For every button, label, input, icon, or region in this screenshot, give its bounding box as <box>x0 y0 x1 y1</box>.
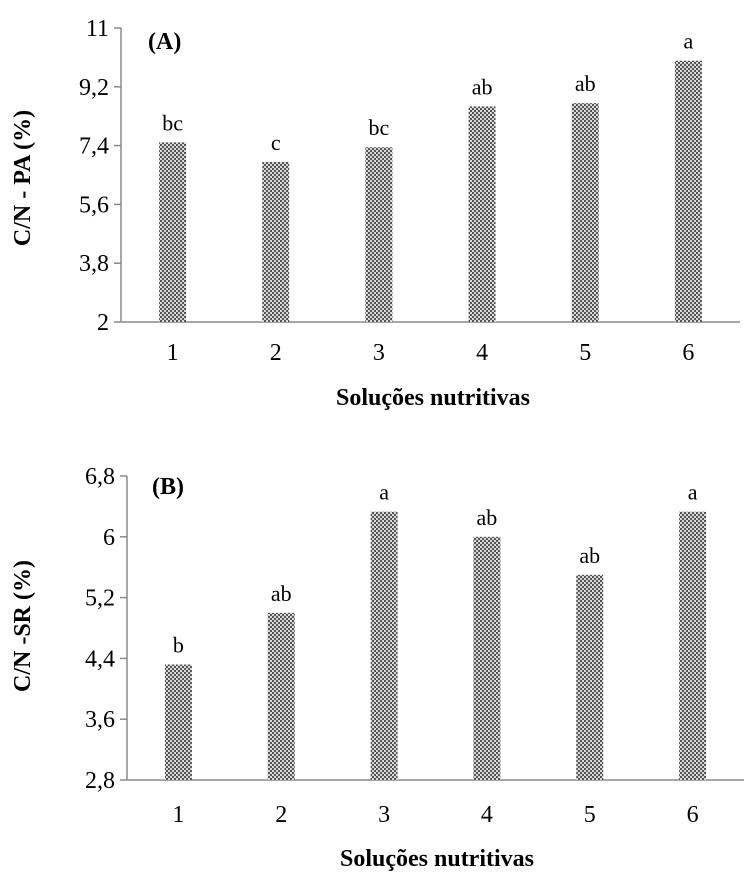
bar <box>262 161 290 322</box>
y-tick-label: 11 <box>86 16 109 42</box>
x-tick-label: 6 <box>687 802 699 828</box>
x-ticks-a: 1 2 3 4 5 6 <box>167 340 695 366</box>
y-axis-title-a: C/N - PA (%) <box>10 110 36 246</box>
bars-b <box>164 511 707 780</box>
y-tick-label: 7,4 <box>79 134 109 160</box>
bar-significance-label: ab <box>472 74 493 99</box>
y-tick-label: 6 <box>103 525 115 551</box>
y-tick-label: 3,8 <box>79 251 109 277</box>
axes-a <box>120 28 740 323</box>
y-tick-label: 2 <box>97 310 109 336</box>
bar <box>159 142 187 322</box>
x-tick-label: 1 <box>167 340 179 366</box>
panel-label-a: (A) <box>148 29 181 55</box>
y-ticks-a: 2 3,8 5,6 7,4 9,2 11 <box>79 16 121 336</box>
y-ticks-b: 2,8 3,6 4,4 5,2 6 6,8 <box>85 464 127 794</box>
x-tick-label: 1 <box>172 802 184 828</box>
y-tick-label: 5,2 <box>85 586 115 612</box>
bar <box>473 536 501 780</box>
x-tick-label: 2 <box>270 340 282 366</box>
bar-significance-label: ab <box>579 543 600 568</box>
bar-significance-label: bc <box>369 115 390 140</box>
bar-significance-label: ab <box>271 581 292 606</box>
bar <box>370 511 398 780</box>
y-tick-label: 4,4 <box>85 646 115 672</box>
y-tick-label: 5,6 <box>79 192 109 218</box>
bar <box>468 106 496 323</box>
chart-panel-a: (A) C/N - PA (%) Soluções nutritivas 2 3,… <box>10 16 740 411</box>
x-tick-label: 5 <box>584 802 596 828</box>
y-tick-label: 6,8 <box>85 464 115 490</box>
panel-label-b: (B) <box>152 474 184 500</box>
bar-significance-label: ab <box>575 71 596 96</box>
y-axis-title-b: C/N -SR (%) <box>10 560 36 692</box>
bar <box>267 612 295 780</box>
x-tick-label: 2 <box>275 802 287 828</box>
chart-panel-b: (B) C/N -SR (%) Soluções nutritivas 2,8 3… <box>10 464 744 872</box>
x-tick-label: 3 <box>378 802 390 828</box>
y-tick-label: 3,6 <box>85 707 115 733</box>
x-tick-label: 3 <box>373 340 385 366</box>
bar <box>576 574 604 780</box>
bar <box>679 511 707 780</box>
bar-significance-label: a <box>688 480 698 505</box>
x-tick-label: 4 <box>476 340 488 366</box>
x-axis-title-a: Soluções nutritivas <box>336 385 530 411</box>
bar-labels-a: bc c bc ab ab a <box>162 29 693 155</box>
bar-significance-label: ab <box>477 505 498 530</box>
x-tick-label: 5 <box>579 340 591 366</box>
y-tick-label: 9,2 <box>79 75 109 101</box>
bar-significance-label: bc <box>162 110 183 135</box>
bars-a <box>159 60 702 323</box>
bar-significance-label: a <box>379 480 389 505</box>
x-axis-title-b: Soluções nutritivas <box>340 846 534 872</box>
bar-significance-label: c <box>271 130 281 155</box>
axes-b <box>126 476 744 781</box>
y-tick-label: 2,8 <box>85 768 115 794</box>
bar-significance-label: b <box>173 632 184 657</box>
bar <box>365 147 393 322</box>
bar-labels-b: b ab a ab ab a <box>173 480 698 658</box>
bar-significance-label: a <box>684 29 694 54</box>
x-tick-label: 6 <box>682 340 694 366</box>
x-ticks-b: 1 2 3 4 5 6 <box>172 802 698 828</box>
bar <box>674 60 702 323</box>
bar <box>571 103 599 322</box>
bar <box>164 664 192 780</box>
x-tick-label: 4 <box>481 802 493 828</box>
